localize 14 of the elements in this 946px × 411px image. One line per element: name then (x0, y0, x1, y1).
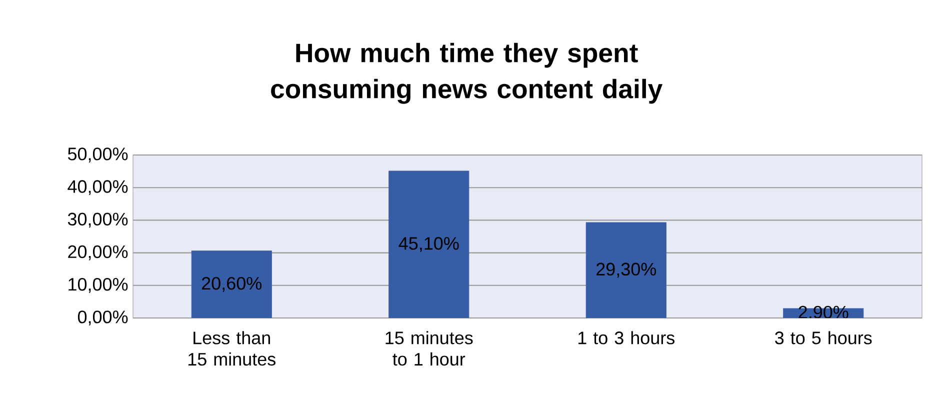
data-label: 45,10% (398, 237, 459, 252)
y-tick-label: 40,00% (68, 180, 128, 196)
data-label: 29,30% (596, 262, 656, 278)
x-tick-label: Less than 15 minutes (188, 331, 276, 366)
y-tick-label: 10,00% (68, 278, 128, 293)
data-label: 20,60% (202, 276, 262, 292)
x-tick-label: 1 to 3 hours (578, 331, 674, 344)
y-tick-label: 50,00% (68, 148, 128, 162)
y-tick-label: 0,00% (78, 310, 128, 326)
x-tick-label: 15 minutes to 1 hour (386, 331, 473, 366)
y-tick-label: 30,00% (68, 212, 128, 228)
x-tick-label: 3 to 5 hours (775, 331, 872, 344)
y-tick-label: 20,00% (68, 245, 128, 260)
chart-title: How much time they spent consuming news content daily (271, 42, 663, 104)
